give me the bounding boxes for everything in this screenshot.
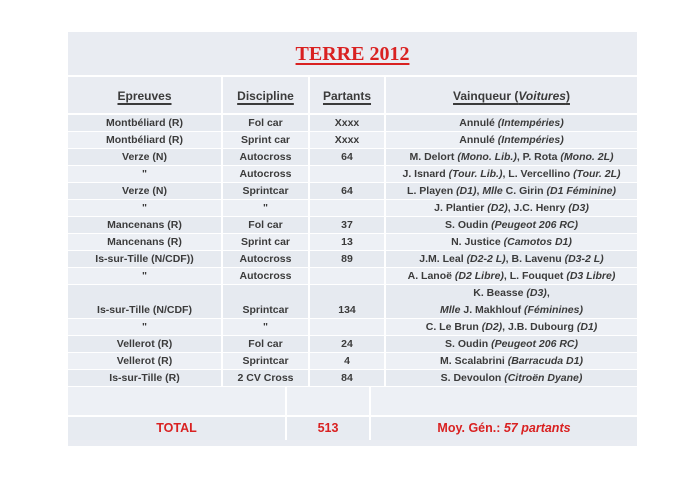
column-header-epreuves: Epreuves	[68, 77, 223, 113]
discipline-cell: Sprint car	[223, 234, 310, 251]
spacer-cell	[287, 387, 371, 415]
partants-cell: 4	[310, 353, 386, 370]
partants-cell: 89	[310, 251, 386, 268]
discipline-cell: Autocross	[223, 166, 310, 183]
partants-cell: 134	[310, 285, 386, 319]
discipline-cell: Sprintcar	[223, 183, 310, 200]
partants-cell: 24	[310, 336, 386, 353]
vainqueur-cell: S. Oudin (Peugeot 206 RC)	[444, 219, 579, 231]
epreuve-cell: Montbéliard (R)	[68, 132, 223, 149]
discipline-cell: Autocross	[223, 268, 310, 285]
table-row: " " J. Plantier (D2), J.C. Henry (D3)	[68, 200, 637, 217]
total-label: TOTAL	[68, 417, 287, 440]
partants-cell	[310, 166, 386, 183]
discipline-cell: Sprintcar	[223, 285, 310, 319]
table-row: Is-sur-Tille (R) 2 CV Cross 84 S. Devoul…	[68, 370, 637, 387]
table-row: Mancenans (R) Sprint car 13 N. Justice (…	[68, 234, 637, 251]
epreuve-cell: Is-sur-Tille (N/CDF))	[68, 251, 223, 268]
total-partants-value: 513	[287, 417, 371, 440]
column-header-vainqueur-label: Vainqueur (Voitures)	[453, 89, 570, 103]
column-header-discipline-label: Discipline	[237, 89, 294, 103]
column-header-discipline: Discipline	[223, 77, 310, 113]
partants-cell: 13	[310, 234, 386, 251]
table-row: " Autocross A. Lanoë (D2 Libre), L. Fouq…	[68, 268, 637, 285]
vainqueur-cell: S. Oudin (Peugeot 206 RC)	[444, 338, 579, 350]
discipline-cell: Fol car	[223, 115, 310, 132]
discipline-cell: Fol car	[223, 336, 310, 353]
partants-cell: 64	[310, 149, 386, 166]
epreuve-cell: "	[68, 166, 223, 183]
vainqueur-cell: J. Plantier (D2), J.C. Henry (D3)	[434, 202, 589, 214]
table-row: Vellerot (R) Fol car 24 S. Oudin (Peugeo…	[68, 336, 637, 353]
vainqueur-cell: A. Lanoë (D2 Libre), L. Fouquet (D3 Libr…	[407, 270, 616, 282]
epreuve-cell: Verze (N)	[68, 183, 223, 200]
partants-cell: Xxxx	[310, 132, 386, 149]
spacer-cell	[68, 387, 287, 415]
table-body: Montbéliard (R) Fol car Xxxx Annulé (Int…	[68, 115, 637, 387]
discipline-cell: Fol car	[223, 217, 310, 234]
title-band: TERRE 2012	[68, 32, 637, 77]
discipline-cell: "	[223, 319, 310, 336]
vainqueur-cell: L. Playen (D1), Mlle C. Girin (D1 Fémini…	[407, 185, 616, 197]
table-row: Is-sur-Tille (N/CDF) Sprintcar 134 K. Be…	[68, 285, 637, 319]
epreuve-cell: Is-sur-Tille (N/CDF)	[68, 285, 223, 319]
epreuve-cell: "	[68, 268, 223, 285]
discipline-cell: Sprintcar	[223, 353, 310, 370]
column-header-epreuves-label: Epreuves	[117, 89, 172, 103]
table-row: Verze (N) Autocross 64 M. Delort (Mono. …	[68, 149, 637, 166]
page-title: TERRE 2012	[295, 43, 410, 65]
partants-cell	[310, 319, 386, 336]
vainqueur-cell: C. Le Brun (D2), J.B. Dubourg (D1)	[425, 321, 598, 333]
table-row: " " C. Le Brun (D2), J.B. Dubourg (D1)	[68, 319, 637, 336]
epreuve-cell: Mancenans (R)	[68, 217, 223, 234]
vainqueur-cell: J. Isnard (Tour. Lib.), L. Vercellino (T…	[402, 168, 621, 180]
total-moyenne: Moy. Gén.: 57 partants	[437, 421, 571, 435]
discipline-cell: Autocross	[223, 251, 310, 268]
table-row: Verze (N) Sprintcar 64 L. Playen (D1), M…	[68, 183, 637, 200]
table-header-row: Epreuves Discipline Partants Vainqueur (…	[68, 77, 637, 115]
partants-cell: 64	[310, 183, 386, 200]
vainqueur-cell: Annulé (Intempéries)	[459, 134, 564, 146]
vainqueur-cell: K. Beasse (D3), Mlle J. Makhlouf (Féminin…	[440, 287, 583, 316]
column-header-partants: Partants	[310, 77, 386, 113]
column-header-vainqueur: Vainqueur (Voitures)	[386, 77, 637, 113]
vainqueur-cell: J.M. Leal (D2-2 L), B. Lavenu (D3-2 L)	[419, 253, 604, 265]
vainqueur-cell: Annulé (Intempéries)	[459, 117, 564, 129]
table-row: Vellerot (R) Sprintcar 4 M. Scalabrini (…	[68, 353, 637, 370]
epreuve-cell: Verze (N)	[68, 149, 223, 166]
table-row: Is-sur-Tille (N/CDF)) Autocross 89 J.M. …	[68, 251, 637, 268]
discipline-cell: Autocross	[223, 149, 310, 166]
epreuve-cell: Montbéliard (R)	[68, 115, 223, 132]
partants-cell: Xxxx	[310, 115, 386, 132]
spacer-cell	[371, 387, 637, 415]
vainqueur-cell: M. Scalabrini (Barracuda D1)	[440, 355, 583, 367]
partants-cell	[310, 200, 386, 217]
epreuve-cell: Is-sur-Tille (R)	[68, 370, 223, 387]
epreuve-cell: "	[68, 319, 223, 336]
vainqueur-cell: M. Delort (Mono. Lib.), P. Rota (Mono. 2…	[409, 151, 614, 163]
results-sheet: TERRE 2012 Epreuves Discipline Partants …	[68, 32, 637, 446]
empty-spacer-row	[68, 387, 637, 417]
discipline-cell: 2 CV Cross	[223, 370, 310, 387]
vainqueur-cell: N. Justice (Camotos D1)	[451, 236, 572, 248]
column-header-partants-label: Partants	[322, 89, 372, 103]
epreuve-cell: Mancenans (R)	[68, 234, 223, 251]
partants-cell: 37	[310, 217, 386, 234]
epreuve-cell: Vellerot (R)	[68, 353, 223, 370]
epreuve-cell: Vellerot (R)	[68, 336, 223, 353]
table-row: Mancenans (R) Fol car 37 S. Oudin (Peuge…	[68, 217, 637, 234]
epreuve-cell: "	[68, 200, 223, 217]
vainqueur-cell: S. Devoulon (Citroën Dyane)	[440, 372, 583, 384]
table-row: Montbéliard (R) Fol car Xxxx Annulé (Int…	[68, 115, 637, 132]
table-row: " Autocross J. Isnard (Tour. Lib.), L. V…	[68, 166, 637, 183]
total-row: TOTAL 513 Moy. Gén.: 57 partants	[68, 417, 637, 440]
partants-cell: 84	[310, 370, 386, 387]
table-row: Montbéliard (R) Sprint car Xxxx Annulé (…	[68, 132, 637, 149]
discipline-cell: "	[223, 200, 310, 217]
discipline-cell: Sprint car	[223, 132, 310, 149]
partants-cell	[310, 268, 386, 285]
